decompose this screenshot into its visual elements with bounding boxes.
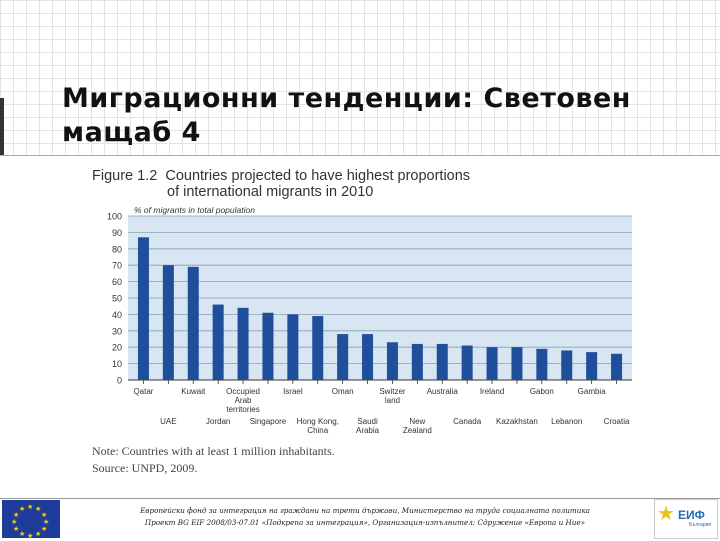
y-tick-label: 50 [112,294,122,304]
x-tick-label: Kazakhstan [496,417,538,426]
bar [511,347,523,380]
x-tick-label: Israel [283,387,303,396]
x-tick-label: Saudi [357,417,378,426]
bar [162,265,174,380]
y-axis-label: % of migrants in total population [134,205,255,215]
bar [337,334,349,380]
y-tick-label: 60 [112,277,122,287]
x-tick-label: Jordan [206,417,230,426]
figure-source: Source: UNPD, 2009. [92,461,198,475]
x-tick-label: Occupied [226,387,260,396]
y-tick-label: 30 [112,326,122,336]
x-tick-label: Qatar [133,387,153,396]
bar [386,342,398,380]
y-tick-label: 0 [117,376,122,386]
bar [212,304,224,380]
bar [262,312,274,380]
eif-logo-subtext: България [689,522,712,528]
x-tick-label: Arabia [356,426,380,435]
bar [362,334,374,380]
eu-flag-logo: ★ ★ ★ ★ ★ ★ ★ ★ ★ ★ ★ ★ [2,500,60,540]
bar [436,343,448,380]
x-tick-label: Hong Kong, [297,417,339,426]
bar [486,347,498,380]
y-tick-label: 20 [112,343,122,353]
bar [611,353,623,380]
x-tick-label: Australia [427,387,459,396]
bar [137,237,149,380]
x-tick-label: Gambia [578,387,607,396]
slide-header-grid [0,0,720,160]
x-tick-label: Croatia [604,417,630,426]
x-tick-label: land [385,396,400,405]
x-tick-label: Zealand [403,426,432,435]
x-tick-label: UAE [160,417,176,426]
y-tick-label: 70 [112,261,122,271]
y-tick-label: 40 [112,310,122,320]
y-tick-label: 80 [112,244,122,254]
footer-line2: Проект BG EIF 2008/03-07.01 «Подкрепа за… [144,518,586,527]
x-tick-label: Ireland [480,387,504,396]
bar [237,307,249,380]
eif-logo-text: ЕИФ [678,508,705,522]
footer-text: Европейски фонд за интеграция на граждан… [70,505,660,529]
figure-note: Note: Countries with at least 1 million … [92,444,335,458]
eif-logo [654,499,718,539]
x-tick-label: Switzer [379,387,406,396]
bar [561,350,573,380]
x-tick-label: Oman [332,387,354,396]
bar [411,343,423,380]
y-tick-label: 100 [107,212,122,222]
x-tick-label: Canada [453,417,482,426]
bar [287,314,299,380]
figure-title: Figure 1.2 Countries projected to have h… [92,168,470,200]
figure-number: Figure 1.2 [92,168,158,184]
figure-notes: Note: Countries with at least 1 million … [92,443,335,477]
x-tick-label: territories [226,405,259,414]
x-tick-label: New [409,417,425,426]
bar [312,316,324,380]
slide-title: Миграционни тенденции: Световен мащаб 4 [62,82,631,150]
bar [187,266,199,380]
title-accent-bar [0,98,4,156]
x-tick-label: Lebanon [551,417,582,426]
x-tick-label: Singapore [250,417,287,426]
x-tick-label: China [307,426,328,435]
figure-title-line1: Countries projected to have highest prop… [165,168,471,184]
x-tick-label: Arab [235,396,252,405]
slide-title-line2: мащаб 4 [62,117,201,148]
x-tick-label: Kuwait [181,387,206,396]
slide-title-line1: Миграционни тенденции: Световен [62,83,631,114]
footer-line1: Европейски фонд за интеграция на граждан… [140,506,590,515]
y-tick-label: 10 [112,359,122,369]
x-tick-label: Gabon [530,387,554,396]
bar [461,345,473,380]
figure-title-line2: of international migrants in 2010 [167,184,374,200]
star-icon: ★ [657,501,675,525]
bar [536,348,548,380]
bar [586,352,598,380]
footer-bar [0,498,720,541]
y-tick-label: 90 [112,228,122,238]
